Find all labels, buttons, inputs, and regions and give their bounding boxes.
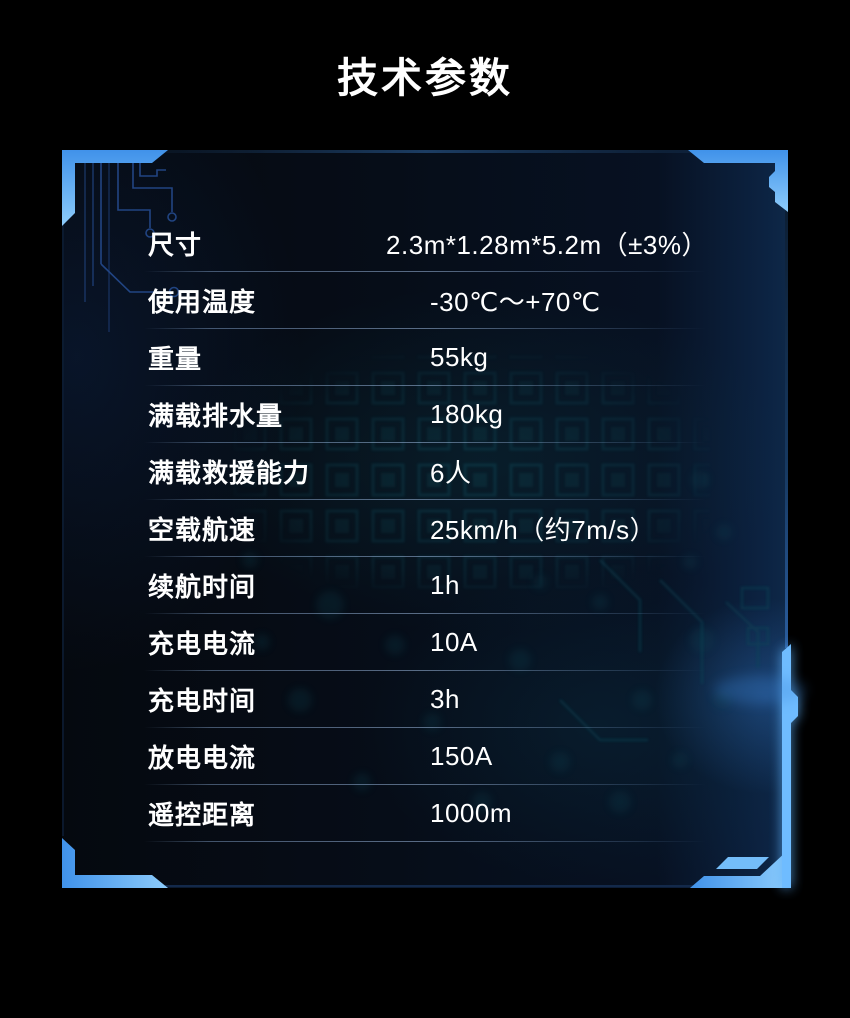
spec-label: 续航时间: [148, 572, 257, 602]
spec-label: 尺寸: [148, 230, 203, 260]
frame-corner-bottom-left: [62, 838, 168, 888]
spec-label: 充电时间: [148, 686, 257, 716]
frame-corner-top-left: [62, 150, 168, 226]
row-separator: [144, 841, 706, 842]
spec-row: 使用温度 -30℃～+70℃: [144, 272, 708, 329]
spec-value: 1h: [430, 570, 460, 600]
spec-value: 6人: [430, 458, 472, 488]
frame-left-line: [62, 224, 64, 836]
circuit-board-texture: [230, 355, 770, 813]
spec-label: 放电电流: [148, 743, 257, 773]
spec-row: 充电电流 10A: [144, 614, 708, 671]
spec-row: 尺寸 2.3m*1.28m*5.2m（±3%）: [144, 215, 708, 272]
spec-row: 续航时间 1h: [144, 557, 708, 614]
frame-corner-top-right: [688, 150, 788, 212]
spec-label: 满载救援能力: [148, 458, 311, 488]
spec-label: 满载排水量: [148, 401, 284, 431]
spec-value: 55kg: [430, 342, 489, 372]
spec-value: 150A: [430, 741, 493, 771]
spec-row: 重量 55kg: [144, 329, 708, 386]
spec-row: 遥控距离 1000m: [144, 785, 708, 842]
spec-value: 180kg: [430, 399, 504, 429]
frame-corner-bottom-right: [690, 850, 788, 888]
circuit-traces: [84, 163, 180, 332]
frame-accent-parallelogram: [716, 857, 769, 869]
spec-value: 2.3m*1.28m*5.2m（±3%）: [386, 230, 708, 260]
frame-right-line: [785, 208, 788, 648]
spec-row: 满载排水量 180kg: [144, 386, 708, 443]
spec-table: 尺寸 2.3m*1.28m*5.2m（±3%） 使用温度 -30℃～+70℃ 重…: [144, 215, 708, 842]
spec-value: 3h: [430, 684, 460, 714]
spec-label: 重量: [148, 344, 203, 374]
spec-label: 遥控距离: [148, 800, 257, 830]
spec-value: 1000m: [430, 798, 512, 828]
spec-label: 充电电流: [148, 629, 257, 659]
page-title: 技术参数: [337, 55, 513, 101]
spec-value: -30℃～+70℃: [430, 287, 601, 317]
spec-row: 空载航速 25km/h（约7m/s）: [144, 500, 708, 557]
spec-value: 25km/h（约7m/s）: [430, 515, 657, 545]
frame-bottom-line: [165, 885, 693, 888]
spec-value: 10A: [430, 627, 478, 657]
spec-label: 空载航速: [148, 515, 257, 545]
spec-row: 满载救援能力 6人: [144, 443, 708, 500]
spec-label: 使用温度: [148, 287, 257, 317]
frame-right-glow-segment: [714, 644, 806, 888]
spec-row: 放电电流 150A: [144, 728, 708, 785]
spec-row: 充电时间 3h: [144, 671, 708, 728]
frame-top-line: [160, 150, 692, 153]
